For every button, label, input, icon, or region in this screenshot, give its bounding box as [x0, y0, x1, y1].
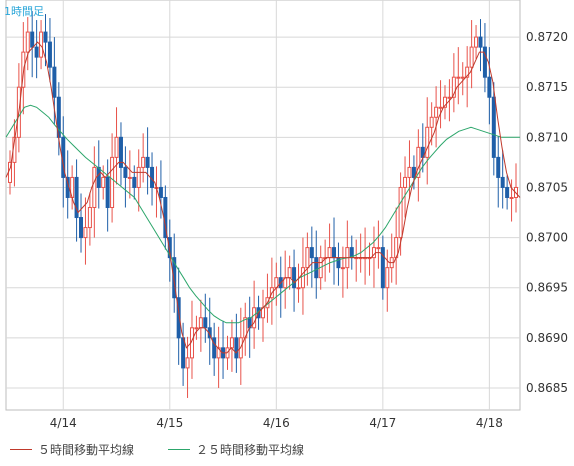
legend-ma5: ５時間移動平均線: [10, 441, 134, 458]
legend-ma25-swatch: [168, 449, 190, 450]
candle-body: [386, 268, 389, 288]
legend-ma5-label: ５時間移動平均線: [38, 441, 134, 458]
candle-body: [195, 328, 198, 329]
candle-body: [399, 187, 402, 237]
candle-body: [146, 157, 149, 167]
candle-body: [288, 268, 291, 278]
candle-body: [199, 318, 202, 328]
legend-ma25-label: ２５時間移動平均線: [196, 441, 304, 458]
candle-body: [510, 197, 513, 198]
x-tick-label: 4/15: [156, 416, 183, 430]
candle-body: [26, 32, 29, 52]
candle-body: [497, 157, 500, 177]
y-tick-label: 0.8695: [526, 281, 568, 295]
candle-body: [35, 47, 38, 57]
candle-body: [159, 187, 162, 197]
candle-body: [435, 107, 438, 117]
candle-body: [97, 167, 100, 187]
candle-body: [230, 338, 233, 348]
candle-body: [204, 318, 207, 328]
candle-body: [137, 167, 140, 187]
candle-body: [439, 107, 442, 108]
candle-body: [253, 308, 256, 328]
candle-body: [408, 167, 411, 177]
candle-body: [301, 268, 304, 288]
plot-area: [6, 0, 520, 410]
candle-body: [404, 177, 407, 187]
candle-body: [93, 167, 96, 207]
candle-body: [102, 177, 105, 187]
candle-body: [381, 248, 384, 288]
candle-body: [448, 97, 451, 98]
y-tick-label: 0.8690: [526, 331, 568, 345]
y-tick-label: 0.8720: [526, 30, 568, 44]
candle-body: [297, 288, 300, 289]
candle-body: [475, 37, 478, 47]
candle-body: [461, 77, 464, 78]
candle-body: [80, 218, 83, 238]
candle-body: [506, 187, 509, 197]
chart-legend: ５時間移動平均線 ２５時間移動平均線: [0, 436, 574, 462]
y-tick-label: 0.8705: [526, 180, 568, 194]
candle-body: [501, 177, 504, 187]
candle-body: [492, 97, 495, 157]
y-tick-label: 0.8715: [526, 80, 568, 94]
candle-body: [306, 248, 309, 268]
candle-body: [377, 248, 380, 249]
candle-body: [124, 167, 127, 177]
candle-body: [479, 37, 482, 47]
candle-body: [115, 137, 118, 157]
candle-body: [488, 77, 491, 97]
y-tick-label: 0.8700: [526, 231, 568, 245]
candle-body: [341, 268, 344, 269]
candle-body: [333, 248, 336, 258]
candle-body: [133, 177, 136, 187]
y-tick-label: 0.8710: [526, 130, 568, 144]
candle-body: [182, 338, 185, 368]
legend-ma5-swatch: [10, 449, 32, 450]
candle-body: [53, 67, 56, 97]
candle-body: [328, 248, 331, 258]
candle-body: [430, 117, 433, 127]
x-tick-label: 4/18: [476, 416, 503, 430]
x-tick-label: 4/16: [263, 416, 290, 430]
candle-body: [88, 208, 91, 228]
candle-body: [142, 157, 145, 167]
candle-body: [44, 32, 47, 42]
candle-body: [310, 248, 313, 258]
candle-body: [128, 177, 131, 178]
candle-body: [111, 157, 114, 207]
candle-body: [84, 228, 87, 238]
candle-body: [315, 258, 318, 278]
chart-title: 1時間足: [4, 3, 44, 19]
y-tick-label: 0.8685: [526, 381, 568, 395]
candle-body: [213, 338, 216, 358]
candle-body: [48, 42, 51, 67]
candle-body: [106, 177, 109, 207]
candle-body: [293, 268, 296, 288]
candle-body: [235, 338, 238, 358]
candle-body: [457, 77, 460, 78]
candle-body: [470, 47, 473, 67]
legend-ma25: ２５時間移動平均線: [168, 441, 304, 458]
x-tick-label: 4/14: [50, 416, 77, 430]
candle-body: [186, 358, 189, 368]
x-tick-label: 4/17: [369, 416, 396, 430]
candle-body: [31, 32, 34, 47]
candle-body: [426, 127, 429, 157]
